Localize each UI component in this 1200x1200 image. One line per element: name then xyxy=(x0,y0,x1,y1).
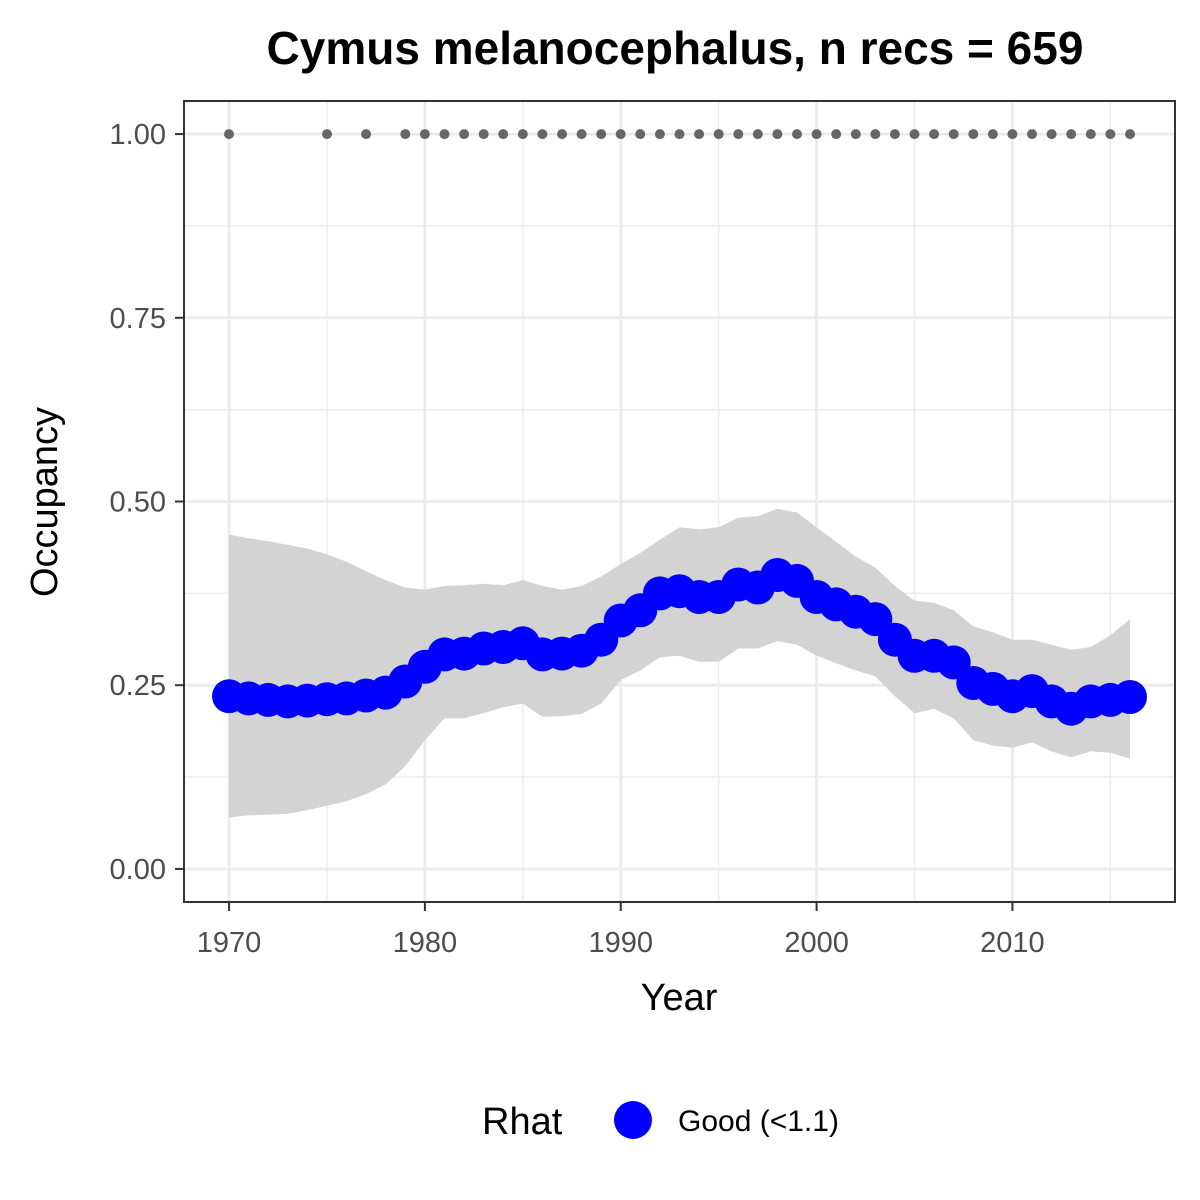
detection-point xyxy=(459,129,470,140)
detection-point xyxy=(909,129,920,140)
y-tick-label: 0.00 xyxy=(110,854,166,886)
detection-point xyxy=(615,129,626,140)
x-tick-label: 1980 xyxy=(393,927,458,959)
detection-point xyxy=(752,129,763,140)
detection-point xyxy=(929,129,940,140)
detection-point xyxy=(498,129,509,140)
detection-point xyxy=(419,129,430,140)
confidence-ribbon xyxy=(229,508,1130,818)
detection-point xyxy=(576,129,587,140)
detection-point xyxy=(224,129,234,140)
detection-point xyxy=(1105,129,1116,140)
y-axis: 0.00 0.25 0.50 0.75 1.00 xyxy=(110,119,184,886)
detection-point xyxy=(850,129,861,140)
detection-point xyxy=(968,129,979,140)
confidence-ribbon-layer xyxy=(229,508,1130,818)
x-axis: 1970 1980 1990 2000 2010 xyxy=(197,902,1045,959)
detection-point xyxy=(478,129,489,140)
y-tick-label: 0.25 xyxy=(110,670,166,702)
detection-point xyxy=(400,129,411,140)
legend-title: Rhat xyxy=(482,1101,563,1143)
detection-point xyxy=(1066,129,1077,140)
detection-point xyxy=(674,129,685,140)
detection-point xyxy=(987,129,998,140)
detection-point xyxy=(733,129,744,140)
detection-point xyxy=(713,129,724,140)
detection-point xyxy=(361,129,372,140)
detection-point xyxy=(322,129,332,140)
x-tick-label: 2000 xyxy=(784,927,849,959)
detection-point xyxy=(694,129,705,140)
detection-point xyxy=(948,129,959,140)
detection-point xyxy=(811,129,822,140)
x-tick-label: 2010 xyxy=(980,927,1045,959)
detection-point xyxy=(831,129,842,140)
occupancy-point xyxy=(1113,680,1147,714)
detection-point xyxy=(1085,129,1096,140)
legend-label-good: Good (<1.1) xyxy=(678,1105,839,1138)
detection-point xyxy=(792,129,802,140)
y-tick-label: 0.50 xyxy=(110,487,166,519)
detection-point xyxy=(596,129,607,140)
legend-key-good xyxy=(614,1101,652,1139)
detection-point xyxy=(1007,129,1018,140)
y-tick-label: 0.75 xyxy=(110,303,166,335)
detection-points-layer xyxy=(224,129,1135,140)
detection-point xyxy=(635,129,646,140)
y-axis-title: Occupancy xyxy=(24,407,66,597)
detection-point xyxy=(517,129,528,140)
legend: Rhat Good (<1.1) xyxy=(482,1101,839,1143)
detection-point xyxy=(557,129,567,140)
x-tick-label: 1990 xyxy=(588,927,653,959)
detection-point xyxy=(537,129,548,140)
x-axis-title: Year xyxy=(641,977,718,1019)
detection-point xyxy=(439,129,450,140)
detection-point xyxy=(772,129,783,140)
detection-point xyxy=(870,129,881,140)
chart-title: Cymus melanocephalus, n recs = 659 xyxy=(267,22,1084,74)
detection-point xyxy=(1027,129,1037,140)
detection-point xyxy=(889,129,900,140)
x-tick-label: 1970 xyxy=(197,927,262,959)
detection-point xyxy=(1046,129,1057,140)
detection-point xyxy=(1125,129,1135,140)
occupancy-line-layer xyxy=(212,558,1147,726)
y-tick-label: 1.00 xyxy=(110,119,166,151)
detection-point xyxy=(654,129,665,140)
